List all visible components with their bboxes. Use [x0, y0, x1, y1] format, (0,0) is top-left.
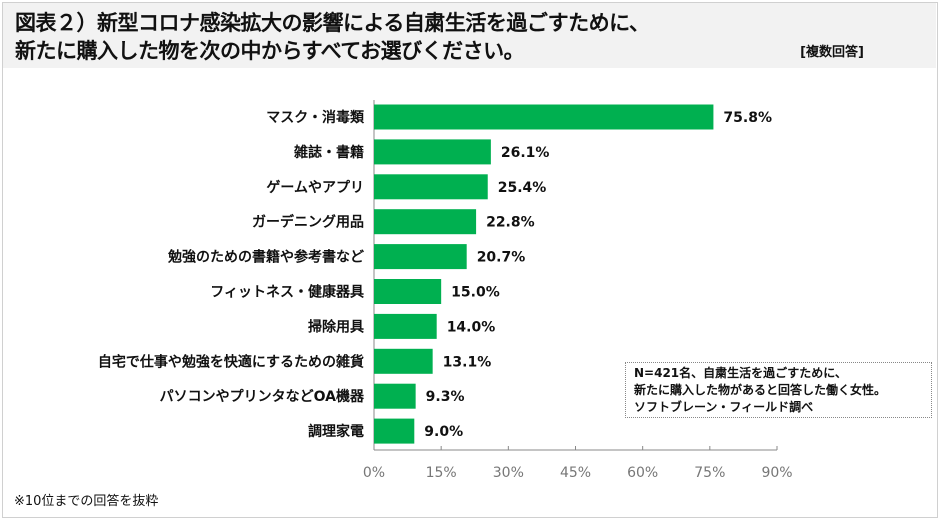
bar — [374, 348, 433, 374]
category-label: 自宅で仕事や勉強を快適にするための雑貨 — [98, 353, 364, 370]
category-label: 調理家電 — [308, 423, 364, 440]
title-line-2: 新たに購入した物を次の中からすべてお選びください。 — [15, 39, 525, 63]
category-label: ガーデニング用品 — [252, 214, 364, 231]
chart-title: 図表２）新型コロナ感染拡大の影響による自粛生活を過ごすために、 新たに購入した物… — [15, 9, 650, 65]
category-label: 雑誌・書籍 — [293, 144, 364, 161]
bar — [374, 418, 415, 444]
value-label: 20.7% — [477, 250, 526, 266]
bar — [374, 244, 467, 270]
value-label: 9.3% — [426, 389, 465, 405]
bar — [374, 139, 491, 165]
bar — [374, 313, 437, 339]
note-line: 新たに購入した物があると回答した働く女性。 — [634, 383, 887, 397]
value-label: 26.1% — [501, 145, 550, 161]
value-label: 14.0% — [447, 319, 496, 335]
value-label: 25.4% — [498, 180, 547, 196]
category-label: パソコンやプリンタなどOA機器 — [160, 388, 365, 405]
title-line-1: 図表２）新型コロナ感染拡大の影響による自粛生活を過ごすために、 — [15, 11, 650, 35]
x-tick-label: 30% — [493, 465, 524, 481]
x-tick-label: 45% — [560, 465, 591, 481]
category-label: 勉強のための書籍や参考書など — [167, 249, 364, 266]
bar — [374, 209, 477, 235]
x-tick-label: 60% — [627, 465, 658, 481]
note-line: N=421名、自粛生活を過ごすために、 — [634, 366, 847, 380]
value-label: 9.0% — [424, 424, 463, 440]
value-label: 15.0% — [451, 285, 500, 301]
header-band: 図表２）新型コロナ感染拡大の影響による自粛生活を過ごすために、 新たに購入した物… — [3, 3, 936, 68]
x-tick-label: 75% — [694, 465, 725, 481]
x-tick-label: 90% — [761, 465, 792, 481]
category-label: フィットネス・健康器具 — [210, 284, 364, 301]
answer-type-label: [複数回答] — [800, 45, 864, 60]
value-label: 75.8% — [723, 110, 772, 126]
category-label: ゲームやアプリ — [266, 179, 364, 196]
survey-note: N=421名、自粛生活を過ごすために、 新たに購入した物があると回答した働く女性… — [625, 362, 932, 418]
bar — [374, 174, 488, 200]
x-tick-label: 0% — [363, 465, 385, 481]
note-line: ソフトブレーン・フィールド調べ — [634, 400, 814, 414]
x-tick-label: 15% — [426, 465, 457, 481]
bar — [374, 279, 442, 304]
value-label: 13.1% — [443, 354, 492, 370]
bar — [374, 104, 714, 130]
category-label: マスク・消毒類 — [266, 109, 365, 126]
value-label: 22.8% — [486, 215, 535, 231]
bar — [374, 383, 416, 409]
category-label: 掃除用具 — [308, 318, 364, 335]
footnote: ※10位までの回答を抜粋 — [14, 494, 159, 509]
